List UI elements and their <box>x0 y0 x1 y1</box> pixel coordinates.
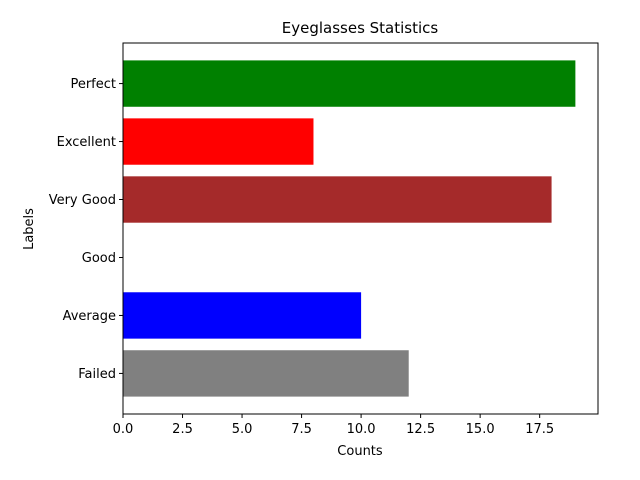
x-tick-label-6: 15.0 <box>466 422 495 437</box>
y-tick-label-failed: Failed <box>78 367 116 382</box>
y-tick-label-excellent: Excellent <box>57 135 116 150</box>
bars-group <box>123 60 576 397</box>
chart-title: Eyeglasses Statistics <box>282 19 439 37</box>
y-tick-label-good: Good <box>82 251 116 266</box>
y-tick-label-average: Average <box>63 309 116 324</box>
x-tick-label-2: 5.0 <box>232 422 253 437</box>
x-tick-label-1: 2.5 <box>172 422 193 437</box>
y-tick-label-very-good: Very Good <box>49 193 116 208</box>
bar-excellent <box>123 118 314 165</box>
x-axis-label: Counts <box>337 444 383 459</box>
bar-average <box>123 292 362 339</box>
x-tick-label-3: 7.5 <box>291 422 312 437</box>
x-tick-label-7: 17.5 <box>525 422 554 437</box>
x-tick-label-5: 12.5 <box>406 422 435 437</box>
bar-perfect <box>123 60 576 107</box>
x-axis-ticks: 0.0 2.5 5.0 7.5 10.0 12.5 15.0 17.5 <box>113 414 554 437</box>
y-tick-label-perfect: Perfect <box>70 77 116 92</box>
bar-very-good <box>123 176 552 223</box>
bar-failed <box>123 350 409 397</box>
plot-frame <box>122 42 599 415</box>
x-tick-label-4: 10.0 <box>347 422 376 437</box>
x-tick-label-0: 0.0 <box>113 422 134 437</box>
y-axis-label: Labels <box>22 208 37 250</box>
y-axis-ticks: Failed Average Good Very Good Excellent Perfe… <box>49 77 123 382</box>
